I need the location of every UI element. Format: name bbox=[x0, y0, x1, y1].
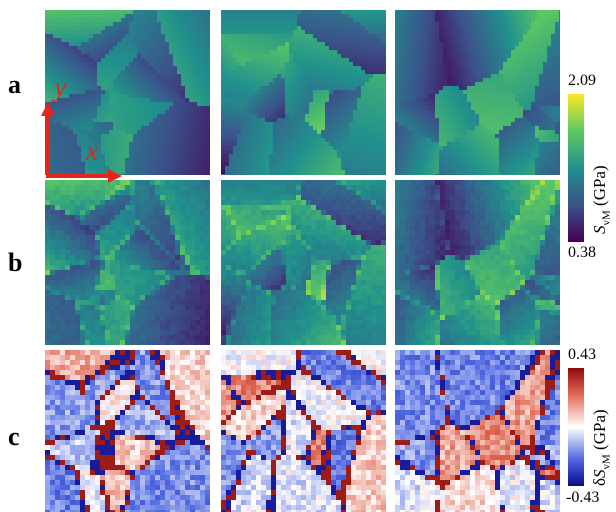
panel-c3 bbox=[395, 350, 560, 512]
colorbar-top bbox=[568, 94, 584, 242]
stress-map-a2 bbox=[221, 10, 386, 175]
colorbar-bottom-min: -0.43 bbox=[566, 489, 600, 506]
x-axis-label: x bbox=[86, 136, 99, 167]
panel-a3 bbox=[395, 10, 560, 175]
y-axis-label: y bbox=[54, 72, 67, 103]
panel-b1 bbox=[45, 180, 210, 345]
stress-map-b2 bbox=[221, 180, 386, 345]
colorbar-bottom bbox=[568, 368, 584, 486]
colorbar-bottom-max: 0.43 bbox=[568, 346, 596, 363]
colorbar-top-title: SvM (GPa) bbox=[590, 165, 613, 234]
stress-map-a3 bbox=[395, 10, 560, 175]
stress-map-a1 bbox=[45, 10, 210, 175]
colorbar-bottom-title: δSvM (GPa) bbox=[590, 409, 613, 486]
error-map-c3 bbox=[395, 350, 560, 512]
y-axis-arrow-head bbox=[41, 102, 55, 116]
panel-a2 bbox=[221, 10, 386, 175]
row-label-b: b bbox=[8, 248, 23, 277]
error-map-c1 bbox=[45, 350, 210, 512]
panel-b3 bbox=[395, 180, 560, 345]
panel-a1 bbox=[45, 10, 210, 175]
row-label-c: c bbox=[8, 422, 20, 451]
panel-b2 bbox=[221, 180, 386, 345]
stress-map-b3 bbox=[395, 180, 560, 345]
axis-arrows bbox=[41, 102, 122, 183]
stress-map-b1 bbox=[45, 180, 210, 345]
panel-c1 bbox=[45, 350, 210, 512]
x-axis-arrow-head bbox=[108, 169, 122, 183]
colorbar-top-max: 2.09 bbox=[568, 72, 596, 89]
colorbar-top-min: 0.38 bbox=[568, 244, 596, 261]
panel-c2 bbox=[221, 350, 386, 512]
error-map-c2 bbox=[221, 350, 386, 512]
row-label-a: a bbox=[8, 70, 21, 99]
